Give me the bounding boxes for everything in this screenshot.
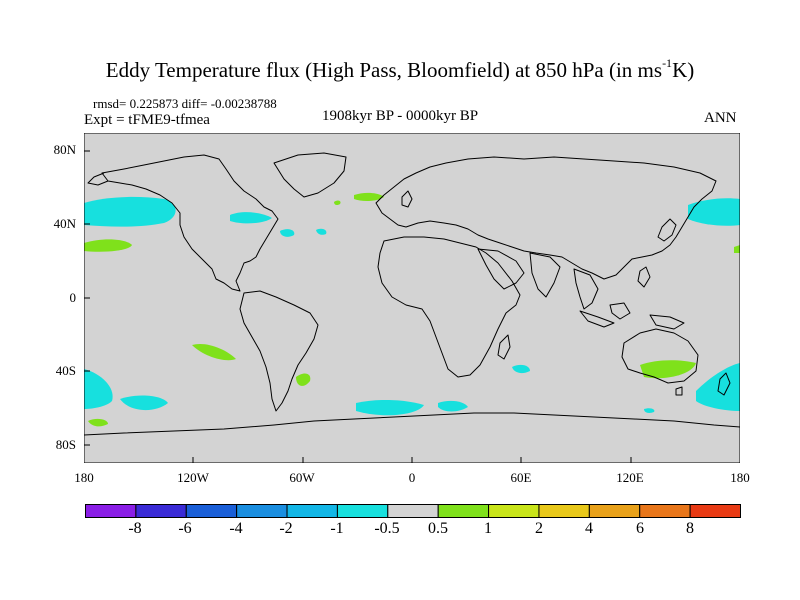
coast-new-zealand: [717, 372, 731, 396]
patch-green-spacific: [192, 343, 236, 361]
anomaly-patches: [84, 192, 740, 427]
lon-label: 60W: [289, 470, 315, 485]
patch-cyan-npacific-east: [688, 198, 740, 226]
patch-cyan-satlantic: [356, 399, 424, 416]
colorbar-label: -0.5: [374, 520, 400, 537]
patch-cyan-indian-1: [438, 400, 468, 412]
colorbar-label: -2: [279, 520, 293, 537]
colorbar-label: -6: [178, 520, 192, 537]
coastlines: [84, 152, 740, 436]
colorbar-box: [639, 504, 691, 518]
plot-title: Eddy Temperature flux (High Pass, Bloomf…: [0, 56, 800, 83]
lat-label: 0: [69, 290, 77, 305]
patch-green-spacific-far: [88, 418, 108, 427]
map-panel: [84, 133, 740, 463]
season-label: ANN: [704, 110, 737, 126]
colorbar-box: [286, 504, 338, 518]
lat-label: 80S: [55, 437, 76, 452]
colorbar-label: -4: [229, 520, 243, 537]
patch-cyan-natlantic-1: [230, 212, 272, 224]
lat-label: 40N: [53, 216, 76, 231]
colorbar-box: [236, 504, 288, 518]
colorbar-label: 6: [636, 520, 644, 537]
colorbar-box: [336, 504, 389, 518]
coast-eurasia: [375, 156, 717, 280]
lon-label: 0: [408, 470, 416, 485]
colorbar-label: 1: [484, 520, 492, 537]
title-superscript: -1: [662, 56, 673, 70]
experiment-label: Expt = tFME9-tfmea: [84, 112, 210, 128]
colorbar-box: [588, 504, 641, 518]
coast-tasmania: [675, 386, 683, 396]
map-ticks: [84, 150, 632, 463]
lat-label: 80N: [53, 142, 76, 157]
colorbar-label: 2: [535, 520, 543, 537]
patch-cyan-spacific-west: [84, 369, 113, 409]
colorbar-box: [185, 504, 238, 518]
colorbar-label: 8: [686, 520, 694, 537]
coast-uk: [401, 190, 413, 208]
coast-japan: [657, 218, 677, 242]
patch-cyan-npacific-west: [84, 196, 176, 227]
coast-arabia: [477, 248, 525, 290]
colorbar-box: [387, 504, 439, 518]
lat-label: 40S: [55, 363, 76, 378]
colorbar-label: 4: [585, 520, 593, 537]
coast-indochina: [573, 268, 599, 310]
coast-greenland: [273, 152, 347, 198]
coast-south-america: [239, 290, 319, 412]
patch-green-natlantic-1: [354, 192, 384, 202]
colorbar: [85, 504, 741, 518]
coast-philippines: [637, 266, 651, 288]
coast-new-guinea: [649, 314, 685, 330]
patch-cyan-natlantic-2: [280, 229, 295, 237]
colorbar-label: -1: [330, 520, 344, 537]
map-background: [84, 133, 740, 463]
colorbar-label: 0.5: [428, 520, 448, 537]
colorbar-box: [689, 504, 741, 518]
patch-cyan-tasman: [696, 363, 740, 411]
patch-cyan-australia-small: [644, 408, 655, 413]
coast-antarctica: [84, 412, 740, 436]
patch-green-argentina: [296, 373, 311, 386]
coast-africa: [377, 236, 521, 378]
stats-text: rmsd= 0.225873 diff= -0.00238788: [93, 96, 277, 111]
colorbar-box: [538, 504, 590, 518]
coast-indonesia-1: [579, 310, 615, 328]
lon-label: 120E: [616, 470, 644, 485]
coast-alaska: [87, 172, 109, 186]
period-label: 1908kyr BP - 0000kyr BP: [322, 108, 479, 124]
colorbar-box: [488, 504, 540, 518]
patch-cyan-natlantic-3: [316, 228, 327, 235]
coast-india: [529, 252, 561, 298]
coast-indonesia-2: [609, 302, 631, 320]
title-end: K): [672, 58, 695, 82]
patch-green-australia: [640, 360, 696, 379]
coast-north-america: [101, 154, 279, 292]
lon-label: 180: [730, 470, 750, 485]
colorbar-box: [437, 504, 490, 518]
colorbar-box: [135, 504, 187, 518]
lon-label: 120W: [177, 470, 209, 485]
patch-green-npacific: [84, 239, 132, 252]
coast-madagascar: [497, 334, 511, 360]
lon-label: 180: [74, 470, 94, 485]
patch-green-natlantic-2: [334, 200, 341, 206]
lon-label: 60E: [510, 470, 532, 485]
coast-australia: [621, 328, 699, 384]
colorbar-box: [85, 504, 137, 518]
patch-green-npacific-east: [734, 245, 740, 253]
patch-cyan-indian-2: [512, 364, 530, 374]
title-main: Eddy Temperature flux (High Pass, Bloomf…: [105, 58, 663, 82]
patch-cyan-spacific-mid: [120, 395, 168, 411]
colorbar-label: -8: [128, 520, 142, 537]
